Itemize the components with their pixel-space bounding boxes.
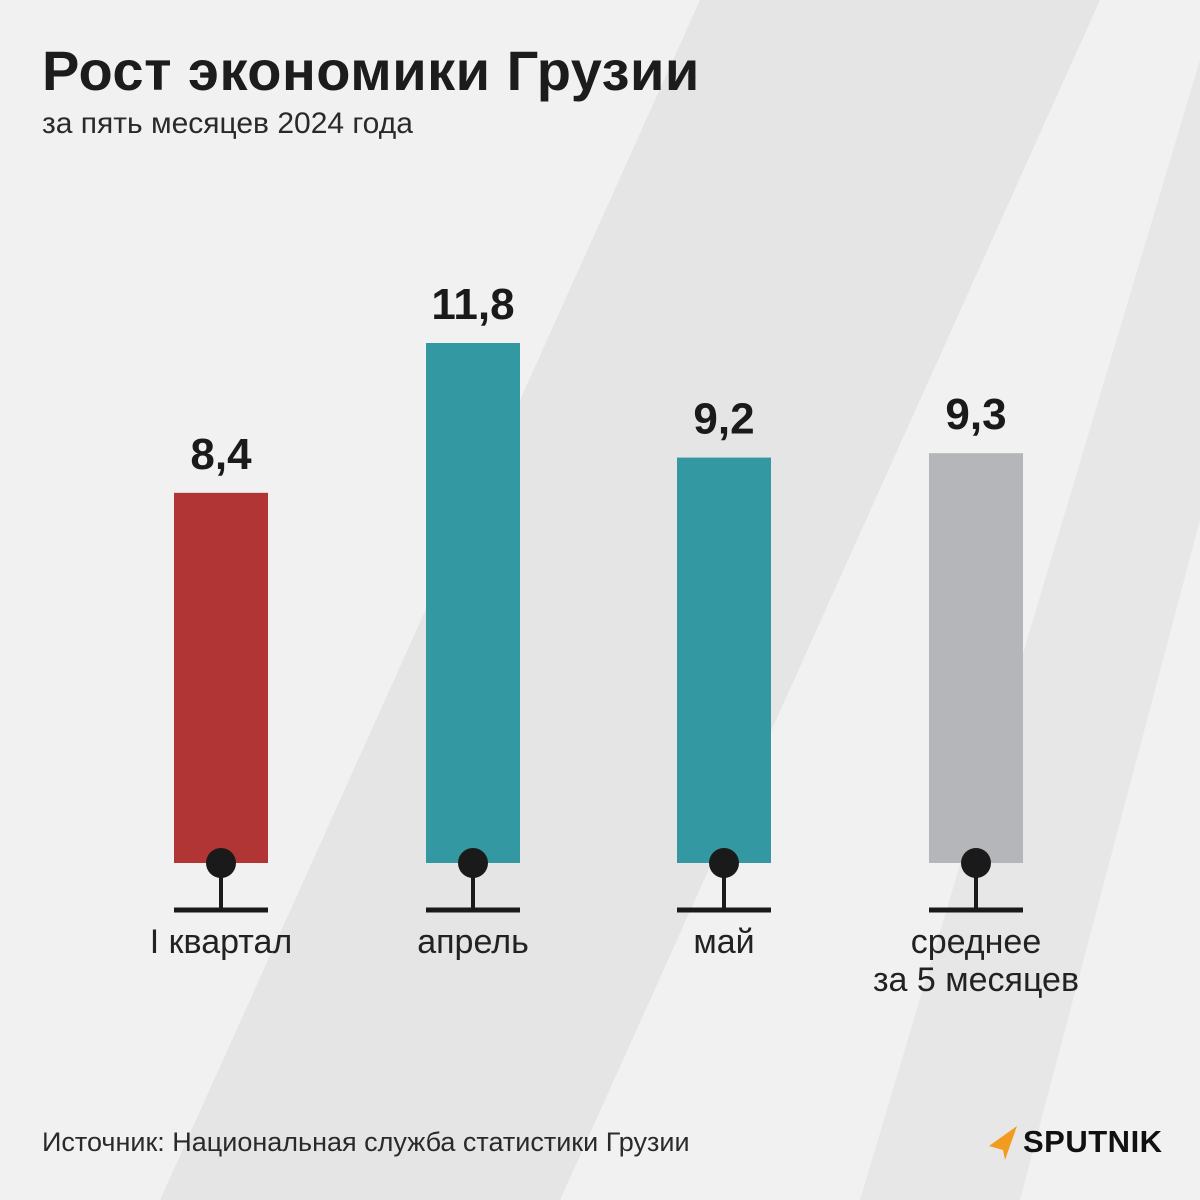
background-stripe [160, 0, 1100, 1200]
data-label: 11,8 [431, 280, 514, 329]
bar [677, 457, 771, 863]
category-label: I квартал [150, 923, 292, 961]
chart-subtitle: за пять месяцев 2024 года [42, 107, 413, 140]
category-label: май [693, 923, 754, 961]
data-label: 9,3 [945, 390, 1006, 439]
bar [174, 492, 268, 863]
source-note: Источник: Национальная служба статистики… [42, 1127, 690, 1157]
background-stripe [860, 60, 1200, 1200]
category-label: апрель [417, 923, 529, 961]
sputnik-logo: SPUTNIK [983, 1120, 1163, 1164]
chart-title: Рост экономики Грузии [42, 39, 700, 102]
data-label: 8,4 [190, 430, 252, 479]
bar [929, 453, 1023, 863]
category-label: среднее за 5 месяцев [873, 923, 1079, 999]
logo-text: SPUTNIK [1023, 1124, 1163, 1159]
bar [426, 343, 520, 863]
sputnik-star-icon [989, 1126, 1017, 1160]
data-label: 9,2 [693, 395, 754, 444]
